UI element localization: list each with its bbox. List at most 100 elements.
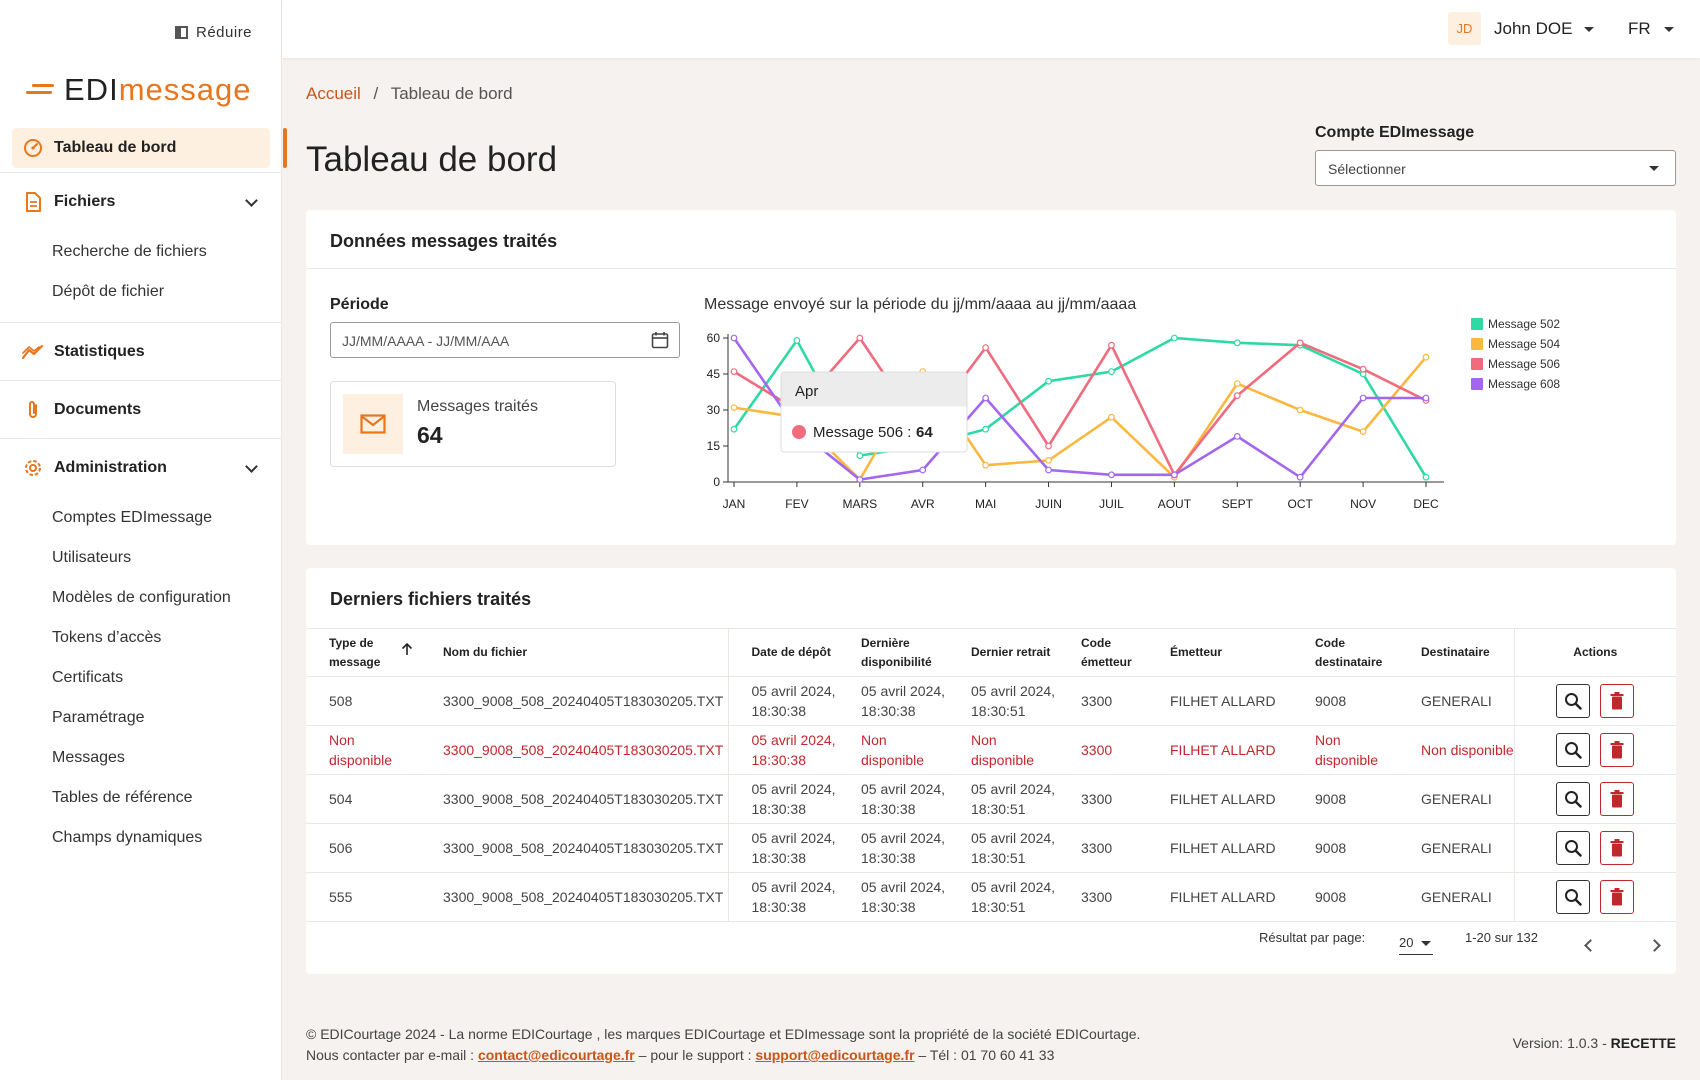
view-file-button[interactable] bbox=[1556, 733, 1591, 767]
column-header-recipient-code[interactable]: Code destinataire bbox=[1292, 628, 1398, 677]
data-point[interactable] bbox=[1045, 456, 1052, 464]
data-point[interactable] bbox=[1359, 394, 1367, 402]
breadcrumb-home-link[interactable]: Accueil bbox=[306, 84, 361, 103]
sidebar-subitem-users[interactable]: Utilisateurs bbox=[52, 549, 132, 566]
y-tick-label: 60 bbox=[707, 331, 721, 345]
data-point[interactable] bbox=[1359, 428, 1367, 435]
cell-last-withdrawal: Non disponible bbox=[948, 725, 1058, 775]
view-file-button[interactable] bbox=[1556, 684, 1591, 718]
data-point[interactable] bbox=[730, 404, 738, 411]
table-row[interactable]: 506 3300_9008_508_20240405T183030205.TXT 0… bbox=[306, 823, 1676, 873]
data-point[interactable] bbox=[1233, 392, 1241, 399]
calendar-icon[interactable] bbox=[651, 331, 669, 352]
sidebar-subitem-reference-tables[interactable]: Tables de référence bbox=[52, 789, 193, 806]
column-header-last-withdrawal[interactable]: Dernier retrait bbox=[948, 628, 1058, 677]
sidebar-item-documents[interactable]: Documents bbox=[0, 381, 282, 438]
data-point[interactable] bbox=[730, 425, 738, 433]
table-row[interactable]: 555 3300_9008_508_20240405T183030205.TXT 0… bbox=[306, 872, 1676, 922]
sidebar-subitem-file-search[interactable]: Recherche de fichiers bbox=[52, 243, 207, 260]
data-point[interactable] bbox=[1233, 380, 1241, 387]
data-point[interactable] bbox=[793, 337, 801, 344]
data-point[interactable] bbox=[856, 452, 864, 460]
sidebar-item-files[interactable]: Fichiers bbox=[0, 173, 282, 230]
data-point[interactable] bbox=[1296, 406, 1304, 414]
data-point[interactable] bbox=[982, 425, 990, 433]
contact-email-link[interactable]: contact@edicourtage.fr bbox=[477, 1047, 635, 1063]
data-point[interactable] bbox=[1359, 365, 1367, 373]
edimessage-logo[interactable]: EDImessage bbox=[26, 72, 251, 108]
sidebar-subitem-certificates[interactable]: Certificats bbox=[52, 669, 124, 686]
rows-per-page-select[interactable]: 20 bbox=[1399, 935, 1433, 955]
data-point[interactable] bbox=[1170, 471, 1178, 479]
cell-file-name: 3300_9008_508_20240405T183030205.TXT bbox=[420, 774, 729, 824]
sidebar-item-statistics[interactable]: Statistiques bbox=[0, 323, 282, 380]
sidebar-subitem-tokens[interactable]: Tokens d’accès bbox=[52, 629, 162, 646]
sidebar-subitem-dynamic-fields[interactable]: Champs dynamiques bbox=[52, 829, 203, 846]
data-point[interactable] bbox=[1422, 394, 1430, 402]
sidebar-subitem-accounts[interactable]: Comptes EDImessage bbox=[52, 509, 213, 526]
data-point[interactable] bbox=[982, 394, 990, 402]
language-caret-icon[interactable] bbox=[1664, 27, 1674, 32]
data-point[interactable] bbox=[1045, 377, 1052, 385]
data-point[interactable] bbox=[730, 368, 738, 375]
logo-prefix: EDI bbox=[64, 72, 119, 107]
data-point[interactable] bbox=[919, 466, 927, 474]
table-row[interactable]: 504 3300_9008_508_20240405T183030205.TXT 0… bbox=[306, 774, 1676, 824]
data-point[interactable] bbox=[1233, 432, 1241, 440]
data-point[interactable] bbox=[1045, 442, 1052, 450]
sort-arrow-up-icon[interactable] bbox=[401, 642, 413, 662]
user-menu-caret-icon[interactable] bbox=[1584, 27, 1594, 32]
data-point[interactable] bbox=[982, 344, 990, 352]
account-select[interactable]: Sélectionner bbox=[1315, 150, 1676, 186]
period-date-range-input[interactable]: JJ/MM/AAAA - JJ/MM/AAA bbox=[330, 322, 680, 358]
language-selector[interactable]: FR bbox=[1628, 19, 1651, 38]
data-point[interactable] bbox=[856, 334, 864, 342]
view-file-button[interactable] bbox=[1556, 880, 1591, 914]
sidebar-subitem-file-upload[interactable]: Dépôt de fichier bbox=[52, 283, 165, 300]
table-row[interactable]: Non disponible 3300_9008_508_20240405T1830… bbox=[306, 725, 1676, 775]
data-point[interactable] bbox=[1108, 368, 1115, 375]
column-header-message-type[interactable]: Type de message bbox=[306, 628, 420, 677]
data-point[interactable] bbox=[982, 461, 990, 469]
data-point[interactable] bbox=[1422, 353, 1430, 361]
data-point[interactable] bbox=[1233, 339, 1241, 347]
data-point[interactable] bbox=[1170, 334, 1178, 342]
column-header-sender[interactable]: Émetteur bbox=[1147, 628, 1292, 677]
next-page-chevron-icon[interactable] bbox=[1648, 939, 1661, 952]
collapse-sidebar-button[interactable]: Réduire bbox=[175, 24, 252, 41]
view-file-button[interactable] bbox=[1556, 782, 1591, 816]
sidebar-subitem-messages[interactable]: Messages bbox=[52, 749, 125, 766]
sidebar-item-administration[interactable]: Administration bbox=[0, 439, 282, 496]
data-point[interactable] bbox=[730, 334, 738, 342]
column-header-file-name[interactable]: Nom du fichier bbox=[420, 628, 729, 677]
column-header-sender-code[interactable]: Code émetteur bbox=[1058, 628, 1147, 677]
data-point[interactable] bbox=[1108, 341, 1115, 349]
support-email-link[interactable]: support@edicourtage.fr bbox=[755, 1047, 915, 1063]
sidebar-item-dashboard[interactable]: Tableau de bord bbox=[12, 128, 287, 168]
sidebar-subitem-config-models[interactable]: Modèles de configuration bbox=[52, 589, 231, 606]
delete-file-button[interactable] bbox=[1600, 684, 1635, 718]
data-point[interactable] bbox=[856, 476, 864, 484]
data-point[interactable] bbox=[1045, 466, 1052, 474]
trash-icon bbox=[1610, 741, 1624, 759]
previous-page-chevron-icon[interactable] bbox=[1584, 939, 1597, 952]
table-row[interactable]: 508 3300_9008_508_20240405T183030205.TXT 0… bbox=[306, 676, 1676, 726]
data-point[interactable] bbox=[1422, 473, 1430, 481]
column-header-recipient[interactable]: Destinataire bbox=[1398, 628, 1515, 677]
delete-file-button[interactable] bbox=[1600, 880, 1635, 914]
data-point[interactable] bbox=[1108, 413, 1115, 421]
sidebar-item-label: Documents bbox=[54, 400, 142, 418]
view-file-button[interactable] bbox=[1556, 831, 1591, 865]
column-header-upload-date[interactable]: Date de dépôt bbox=[728, 628, 838, 677]
user-menu[interactable]: John DOE bbox=[1494, 19, 1573, 38]
delete-file-button[interactable] bbox=[1600, 782, 1635, 816]
sidebar-subitem-settings[interactable]: Paramétrage bbox=[52, 709, 145, 726]
data-point[interactable] bbox=[1296, 473, 1304, 481]
delete-file-button[interactable] bbox=[1600, 831, 1635, 865]
select-caret-icon bbox=[1649, 166, 1659, 171]
delete-file-button[interactable] bbox=[1600, 733, 1635, 767]
avatar[interactable]: JD bbox=[1448, 12, 1481, 45]
column-header-last-availability[interactable]: Dernière disponibilité bbox=[838, 628, 948, 677]
data-point[interactable] bbox=[1296, 339, 1304, 347]
data-point[interactable] bbox=[1108, 471, 1115, 479]
